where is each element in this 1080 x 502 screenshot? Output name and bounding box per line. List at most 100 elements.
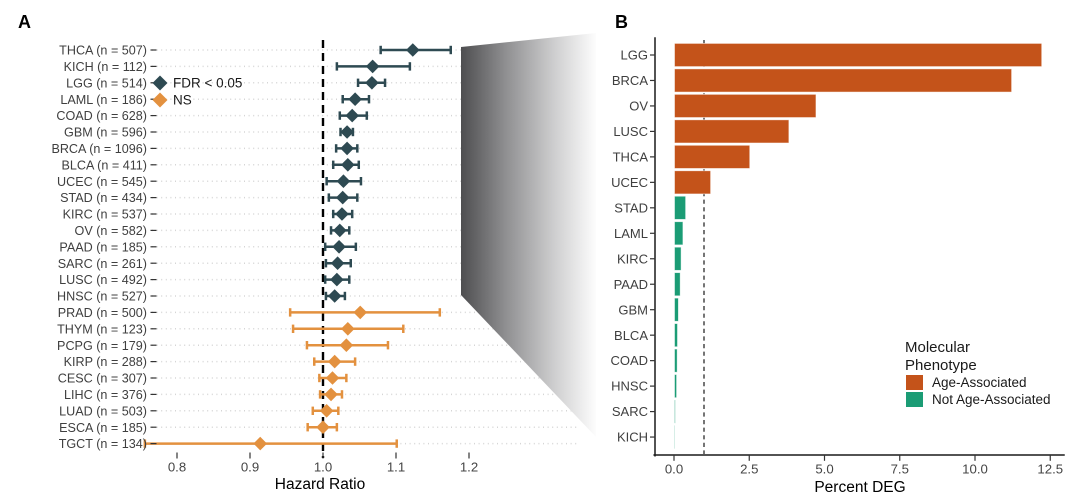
forest-row-label: LAML (n = 186) bbox=[60, 93, 147, 107]
hr-diamond bbox=[324, 387, 338, 402]
forest-row-label: PAAD (n = 185) bbox=[59, 240, 147, 254]
forest-row-label: BRCA (n = 1096) bbox=[51, 142, 147, 156]
hr-diamond bbox=[325, 371, 340, 385]
bar bbox=[674, 43, 1043, 68]
bar-series bbox=[674, 43, 1043, 450]
forest-row-label: THCA (n = 507) bbox=[59, 44, 147, 58]
forest-row-label: TGCT (n = 134) bbox=[59, 437, 147, 451]
bar-category-label: UCEC bbox=[611, 175, 648, 190]
legend-label-age-associated: Age-Associated bbox=[932, 375, 1027, 390]
hr-diamond bbox=[365, 59, 380, 74]
hr-diamond bbox=[341, 322, 355, 336]
x-tick-label: 1.0 bbox=[314, 460, 332, 475]
forest-legend: FDR < 0.05 NS bbox=[152, 75, 242, 108]
hr-diamond bbox=[340, 141, 354, 156]
zoom-wedge bbox=[461, 33, 596, 437]
forest-rows bbox=[143, 43, 452, 451]
x-tick-label: 1.1 bbox=[387, 460, 405, 475]
bar-category-label: HNSC bbox=[611, 379, 648, 394]
bar-category-label: COAD bbox=[610, 353, 648, 368]
hr-diamond bbox=[327, 354, 342, 369]
hr-diamond bbox=[339, 338, 354, 352]
hr-diamond bbox=[335, 207, 349, 221]
legend-label-ns: NS bbox=[173, 93, 192, 108]
forest-row-label: BLCA (n = 411) bbox=[61, 158, 147, 172]
bar-category-label: KIRC bbox=[617, 251, 648, 266]
panel-b-label: B bbox=[615, 12, 628, 32]
hr-diamond bbox=[327, 289, 342, 303]
bar-x-axis-title: Percent DEG bbox=[814, 479, 905, 496]
bar-category-label: LUSC bbox=[613, 124, 648, 139]
forest-x-axis-title: Hazard Ratio bbox=[275, 476, 365, 493]
forest-row-label: LUSC (n = 492) bbox=[59, 273, 147, 287]
forest-row-label: UCEC (n = 545) bbox=[57, 175, 147, 189]
bar bbox=[674, 170, 712, 195]
bar bbox=[674, 144, 751, 169]
forest-row-label: PCPG (n = 179) bbox=[57, 339, 147, 353]
x-tick-label: 12.5 bbox=[1037, 462, 1063, 477]
bar bbox=[674, 374, 678, 399]
panel-a-label: A bbox=[18, 12, 31, 32]
hr-diamond bbox=[330, 256, 345, 270]
forest-row-label: STAD (n = 434) bbox=[60, 191, 147, 205]
x-tick-label: 0.8 bbox=[168, 460, 186, 475]
hr-diamond bbox=[316, 420, 330, 434]
bar bbox=[674, 246, 682, 271]
x-tick-label: 1.2 bbox=[460, 460, 478, 475]
forest-row-label: COAD (n = 628) bbox=[56, 109, 147, 123]
bar bbox=[674, 272, 681, 297]
hr-diamond bbox=[319, 404, 334, 418]
forest-row-label: KIRP (n = 288) bbox=[64, 355, 147, 369]
legend-swatch-age-associated-icon bbox=[906, 375, 923, 390]
forest-row-label: GBM (n = 596) bbox=[64, 126, 147, 140]
forest-row-label: OV (n = 582) bbox=[75, 224, 147, 238]
forest-row-labels: THCA (n = 507) KICH (n = 112) LGG (n = 514… bbox=[51, 44, 157, 451]
forest-row-label: HNSC (n = 527) bbox=[57, 290, 147, 304]
bar-category-label: BRCA bbox=[612, 73, 648, 88]
x-tick-label: 2.5 bbox=[740, 462, 758, 477]
bar-category-label: LGG bbox=[621, 48, 648, 63]
legend-label-significant: FDR < 0.05 bbox=[173, 76, 242, 91]
forest-row-label: LUAD (n = 503) bbox=[59, 404, 147, 418]
forest-row-label: PRAD (n = 500) bbox=[58, 306, 147, 320]
legend-label-not-age-associated: Not Age-Associated bbox=[932, 392, 1051, 407]
bar-legend: Molecular Phenotype Age-Associated Not A… bbox=[905, 339, 1051, 407]
hr-diamond bbox=[353, 305, 368, 320]
bar-category-label: GBM bbox=[618, 302, 648, 317]
forest-row-label: SARC (n = 261) bbox=[58, 257, 147, 271]
hr-diamond bbox=[330, 272, 344, 287]
bar bbox=[674, 93, 817, 118]
forest-x-axis: 0.8 0.9 1.0 1.1 1.2 bbox=[168, 452, 478, 475]
x-tick-label: 0.0 bbox=[665, 462, 683, 477]
hr-diamond bbox=[341, 158, 355, 172]
bar bbox=[674, 425, 676, 450]
legend-diamond-ns-icon bbox=[152, 92, 168, 108]
forest-row-label: KIRC (n = 537) bbox=[63, 208, 147, 222]
forest-row-label: LGG (n = 514) bbox=[66, 76, 147, 90]
x-tick-label: 7.5 bbox=[891, 462, 909, 477]
bar bbox=[674, 297, 679, 322]
hr-diamond bbox=[345, 108, 359, 123]
hr-diamond bbox=[365, 76, 379, 90]
bar-category-labels: LGG BRCA OV LUSC THCA UCEC STAD LAML KIRC PAAD GBM… bbox=[610, 48, 656, 445]
bar-category-label: LAML bbox=[614, 226, 648, 241]
bar bbox=[674, 195, 687, 220]
bar-x-axis: 0.0 2.5 5.0 7.5 10.0 12.5 bbox=[665, 455, 1063, 477]
bar bbox=[674, 348, 678, 373]
bar-category-label: KICH bbox=[617, 430, 648, 445]
legend-diamond-significant-icon bbox=[152, 75, 168, 91]
forest-row-label: CESC (n = 307) bbox=[58, 372, 147, 386]
forest-row-label: THYM (n = 123) bbox=[57, 322, 147, 336]
bar-legend-title-line1: Molecular bbox=[905, 339, 970, 356]
bar-legend-title-line2: Phenotype bbox=[905, 357, 977, 374]
bar-category-label: STAD bbox=[614, 200, 648, 215]
bar bbox=[674, 323, 678, 348]
x-tick-label: 10.0 bbox=[962, 462, 988, 477]
hr-diamond bbox=[405, 43, 420, 57]
hr-diamond bbox=[348, 92, 362, 106]
hr-diamond bbox=[340, 125, 354, 139]
hr-diamond bbox=[335, 190, 350, 205]
hr-diamond bbox=[332, 240, 346, 254]
bar bbox=[674, 119, 790, 144]
